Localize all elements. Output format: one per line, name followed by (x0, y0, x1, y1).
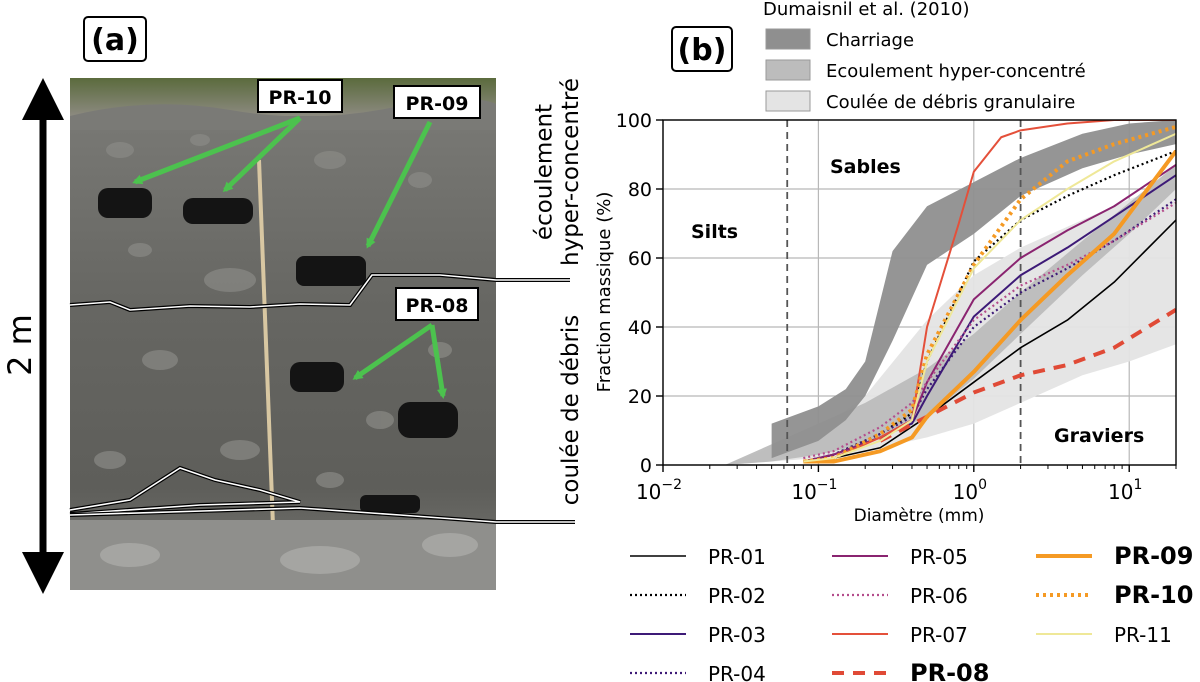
legend-label-pr-04: PR-04 (708, 662, 766, 682)
series-pr-10 (803, 124, 1176, 464)
x-axis-label: Diamètre (mm) (854, 506, 985, 526)
panel-a: (a) 2 m (1, 16, 584, 594)
legend-label-pr-11: PR-11 (1114, 623, 1172, 647)
height-arrow: 2 m (1, 78, 64, 594)
sample-label-pr09: PR-09 (406, 93, 469, 115)
band-coul-e-de-d-bris-granulaire (724, 182, 1176, 465)
ticks: 0 20 40 60 80 100 10−2 10−1 100 101 (616, 110, 1177, 504)
x-tick-label: 100 (953, 477, 987, 504)
y-tick-label: 60 (628, 248, 652, 270)
sample-arrows (132, 115, 447, 399)
sample-label-pr10-box: PR-10 (257, 79, 343, 113)
series-pr-09 (803, 149, 1176, 464)
series-pr-07 (803, 120, 1176, 463)
band-charriage (771, 120, 1176, 459)
sample-label-pr08-box: PR-08 (395, 287, 479, 321)
band-legend-label: Charriage (826, 30, 914, 51)
panel-b-label-box: (b) (671, 26, 733, 72)
band-legend-swatch (765, 59, 811, 81)
legend-label-pr-08: PR-08 (910, 659, 989, 682)
band-legend-label: Coulée de débris granulaire (826, 92, 1075, 113)
unit-label-lower: coulée de débris (558, 315, 584, 506)
legend-label-pr-03: PR-03 (708, 623, 766, 647)
sample-label-pr10: PR-10 (269, 87, 332, 109)
legend-label-pr-10: PR-10 (1114, 581, 1193, 609)
y-tick-label: 0 (640, 455, 652, 477)
x-tick-label: 101 (1108, 477, 1142, 504)
panel-a-label-box: (a) (83, 16, 147, 62)
series (803, 120, 1176, 464)
unit-label-upper-line: hyper-concentré (558, 78, 584, 266)
band-legend-swatch (765, 90, 811, 112)
annotation-silts: Silts (691, 221, 738, 243)
y-tick-label: 80 (628, 179, 652, 201)
y-tick-label: 20 (628, 386, 652, 408)
band-legend: Dumaisnil et al. (2010) Charriage Ecoulem… (763, 0, 1086, 113)
y-tick-label: 100 (616, 110, 652, 132)
sample-label-pr09-box: PR-09 (393, 85, 481, 119)
y-tick-label: 40 (628, 317, 652, 339)
unit-boundary-lower (69, 465, 575, 524)
height-label: 2 m (1, 314, 39, 376)
bands (724, 120, 1176, 465)
panel-a-label: (a) (91, 23, 139, 58)
unit-label-upper: écoulementhyper-concentré (532, 78, 584, 266)
legend-label-pr-01: PR-01 (708, 545, 766, 569)
x-tick-label: 10−1 (791, 477, 837, 504)
plot-frame (662, 119, 1177, 466)
panel-b-label: (b) (678, 33, 727, 68)
legend-label-pr-06: PR-06 (910, 584, 968, 608)
legend-label-pr-09: PR-09 (1114, 542, 1193, 570)
annotation-sables: Sables (830, 156, 901, 178)
sample-label-pr08: PR-08 (406, 295, 469, 317)
band-legend-title: Dumaisnil et al. (2010) (763, 0, 970, 20)
y-axis-label: Fraction massique (%) (594, 192, 615, 393)
unit-label-upper-line: écoulement (532, 104, 558, 240)
legend-label-pr-02: PR-02 (708, 584, 766, 608)
series-pr-01 (803, 219, 1176, 463)
series-legend: PR-01 PR-02 PR-03 PR-04 PR-05 PR-06 PR-07 PR-08… (630, 542, 1193, 682)
x-tick-label: 10−2 (636, 477, 682, 504)
legend-label-pr-07: PR-07 (910, 623, 968, 647)
field-photo (70, 78, 496, 590)
band-legend-swatch (765, 28, 811, 50)
annotation-graviers: Graviers (1054, 425, 1144, 447)
panel-b: (b) Dumaisnil et al. (2010) Charriage Eco… (594, 0, 1193, 682)
legend-label-pr-05: PR-05 (910, 545, 968, 569)
series-pr-11 (803, 132, 1176, 463)
unit-boundary-upper (69, 273, 570, 313)
band-legend-label: Ecoulement hyper-concentré (826, 61, 1086, 82)
